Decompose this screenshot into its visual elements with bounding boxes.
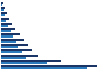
- Bar: [1, 34, 20, 36]
- Bar: [1, 14, 5, 16]
- Bar: [1, 41, 16, 43]
- Bar: [1, 7, 5, 9]
- Bar: [1, 51, 22, 53]
- Bar: [1, 57, 26, 59]
- Bar: [1, 39, 24, 41]
- Bar: [1, 65, 97, 67]
- Bar: [1, 55, 38, 57]
- Bar: [1, 62, 47, 64]
- Bar: [1, 12, 7, 14]
- Bar: [1, 9, 4, 11]
- Bar: [1, 67, 88, 69]
- Bar: [1, 25, 8, 27]
- Bar: [1, 23, 12, 25]
- Bar: [1, 49, 32, 51]
- Bar: [1, 18, 9, 20]
- Bar: [1, 36, 12, 37]
- Bar: [1, 20, 6, 22]
- Bar: [1, 2, 3, 4]
- Bar: [1, 46, 18, 48]
- Bar: [1, 4, 2, 6]
- Bar: [1, 28, 15, 30]
- Bar: [1, 30, 11, 32]
- Bar: [1, 60, 61, 62]
- Bar: [1, 44, 28, 46]
